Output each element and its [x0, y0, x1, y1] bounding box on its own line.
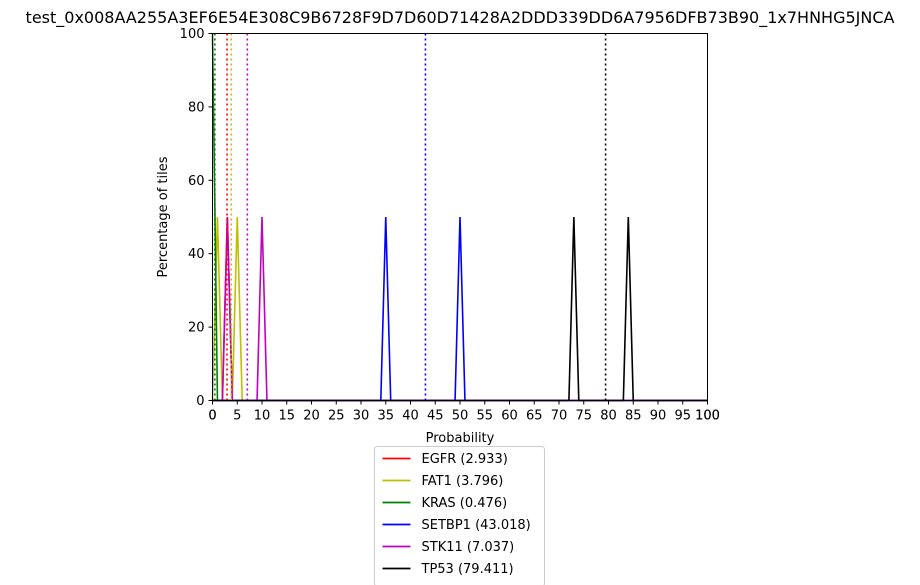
x-tick-label: 0: [208, 409, 216, 424]
x-axis-label: Probability: [426, 431, 495, 446]
legend: EGFR (2.933) FAT1 (3.796) KRAS (0.476) SETB…: [374, 446, 545, 585]
x-tick-label: 35: [377, 409, 394, 424]
legend-label-stk11: STK11 (7.037): [422, 540, 515, 555]
x-tick-label: 80: [600, 409, 617, 424]
x-tick-label: 90: [650, 409, 667, 424]
x-tick-label: 20: [303, 409, 320, 424]
x-tick-label: 100: [695, 409, 720, 424]
legend-label-kras: KRAS (0.476): [422, 496, 508, 511]
x-tick-label-extra: 0: [208, 409, 216, 424]
y-tick-label: 40: [188, 247, 205, 262]
chart-title: test_0x008AA255A3EF6E54E308C9B6728F9D7D6…: [26, 8, 895, 28]
legend-label-tp53: TP53 (79.411): [421, 562, 514, 577]
x-tick-label-extra: 100: [695, 409, 720, 424]
x-axis: 0 5 10 15 20 25 30 35 40 45 50 55 60 65 70 75 80 85 90 95 10…: [208, 400, 720, 424]
plot-area: [211, 33, 708, 402]
x-tick-label: 70: [551, 409, 568, 424]
x-tick-label: 50: [452, 409, 469, 424]
x-tick-label: 15: [278, 409, 295, 424]
x-tick-label: 65: [526, 409, 543, 424]
x-tick-label: 95: [674, 409, 691, 424]
legend-box: [374, 446, 545, 585]
y-axis: 0 20 40 60 80 100: [180, 27, 213, 409]
y-tick-label: 80: [188, 100, 205, 115]
y-tick-label: 100: [180, 27, 205, 42]
x-tick-label: 60: [501, 409, 518, 424]
x-tick-label: 85: [625, 409, 642, 424]
x-tick-label: 40: [402, 409, 419, 424]
x-tick-label: 10: [254, 409, 271, 424]
x-tick-label: 25: [328, 409, 345, 424]
x-tick-label: 45: [427, 409, 444, 424]
y-tick-label: 0: [196, 394, 204, 409]
x-tick-label: 75: [575, 409, 592, 424]
y-axis-label: Percentage of tiles: [156, 156, 171, 277]
y-tick-label: 60: [188, 174, 205, 189]
y-tick-label: 20: [188, 321, 205, 336]
x-tick-label: 5: [233, 409, 241, 424]
legend-label-egfr: EGFR (2.933): [422, 452, 508, 467]
legend-label-setbp1: SETBP1 (43.018): [422, 518, 531, 533]
x-tick-label: 30: [353, 409, 370, 424]
x-tick-label: 55: [476, 409, 493, 424]
legend-label-fat1: FAT1 (3.796): [422, 474, 504, 489]
